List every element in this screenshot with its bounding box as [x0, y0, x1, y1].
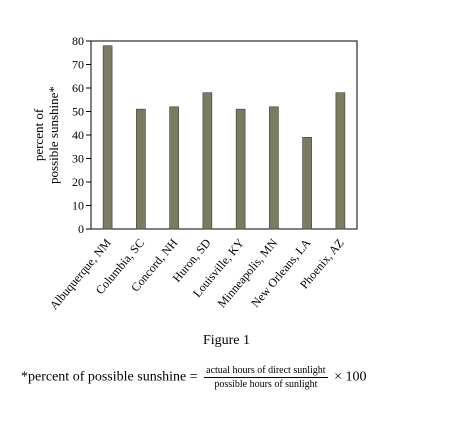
y-tick-label: 40: [72, 128, 84, 142]
formula-fraction: actual hours of direct sunlight possible…: [204, 365, 328, 390]
formula-rhs: × 100: [334, 369, 367, 385]
chart-bars: [102, 45, 346, 230]
y-axis-label-line1: percent of: [31, 108, 46, 161]
formula-denominator: possible hours of sunlight: [214, 379, 318, 390]
bar: [169, 106, 179, 230]
footnote-formula: *percent of possible sunshine = actual h…: [21, 365, 366, 390]
bar: [302, 137, 312, 230]
formula-lhs: *percent of possible sunshine =: [21, 369, 198, 385]
figure-caption: Figure 1: [202, 333, 251, 348]
y-tick-label: 20: [72, 175, 84, 189]
y-tick-label: 0: [78, 222, 84, 236]
y-axis-label-line2: possible sunshine*: [46, 86, 61, 184]
bar: [102, 45, 113, 230]
bar: [269, 106, 279, 230]
bar: [235, 108, 246, 230]
formula-numerator: actual hours of direct sunlight: [204, 365, 328, 378]
y-tick-label: 30: [72, 152, 84, 166]
y-tick-label: 50: [72, 105, 84, 119]
bar: [335, 92, 346, 230]
plot-frame: [90, 40, 358, 230]
bar: [136, 108, 146, 230]
y-tick-label: 70: [72, 58, 84, 72]
chart-axes: [90, 40, 358, 230]
y-tick-label: 80: [72, 34, 84, 48]
y-tick-label: 10: [72, 199, 84, 213]
bar-chart: 0 10 20 30 40 50 60 70 80 Albuquerque, NMColumbi…: [31, 34, 358, 313]
bar: [202, 92, 213, 230]
y-tick-label: 60: [72, 81, 84, 95]
y-ticks: 0 10 20 30 40 50 60 70 80: [72, 34, 91, 236]
